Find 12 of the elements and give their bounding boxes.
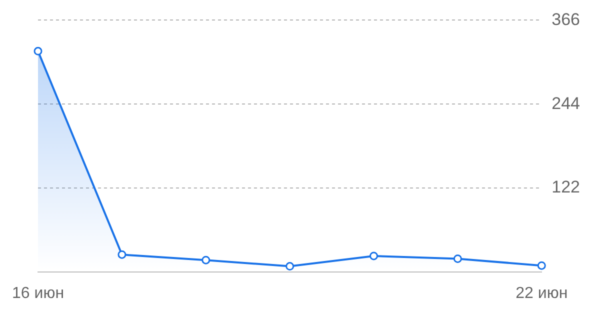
y-tick-label: 366 bbox=[552, 10, 580, 29]
point bbox=[286, 262, 294, 271]
y-tick-label: 244 bbox=[552, 94, 580, 113]
point bbox=[118, 250, 126, 259]
point bbox=[370, 252, 378, 260]
y-tick-label: 122 bbox=[552, 178, 580, 197]
x-tick-label: 22 июн bbox=[516, 284, 568, 302]
point bbox=[202, 256, 210, 264]
point bbox=[34, 46, 42, 56]
point bbox=[453, 254, 462, 263]
point bbox=[537, 261, 546, 270]
x-tick-label: 16 июн bbox=[12, 284, 64, 302]
